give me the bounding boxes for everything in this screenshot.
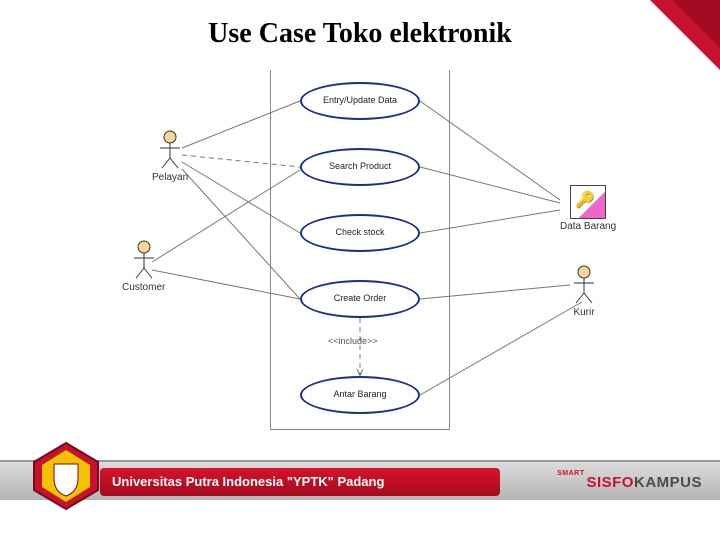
actor-pelayan: Pelayan xyxy=(152,130,188,183)
include-stereotype: <<include>> xyxy=(328,336,378,346)
usecase-label: Entry/Update Data xyxy=(323,96,397,106)
database-icon: 🔑 xyxy=(570,185,606,219)
stickman-icon xyxy=(156,130,184,170)
university-name: Universitas Putra Indonesia "YPTK" Padan… xyxy=(100,468,500,496)
actor-label: Pelayan xyxy=(152,172,188,183)
brand-right: SMART SISFOKAMPUS xyxy=(557,462,702,502)
data-barang-db: 🔑 Data Barang xyxy=(560,185,616,232)
actor-label: Customer xyxy=(122,282,165,293)
usecase-check-stock: Check stock xyxy=(300,214,420,252)
brand-smart: SMART xyxy=(557,470,584,478)
stickman-icon xyxy=(130,240,158,280)
usecase-label: Search Product xyxy=(329,162,391,172)
db-label: Data Barang xyxy=(560,221,616,232)
usecase-antar-barang: Antar Barang xyxy=(300,376,420,414)
actor-kurir: Kurir xyxy=(570,265,598,318)
corner-decoration-inner xyxy=(672,0,720,48)
actor-label: Kurir xyxy=(570,307,598,318)
usecase-label: Create Order xyxy=(334,294,387,304)
footer-banner: Universitas Putra Indonesia "YPTK" Padan… xyxy=(0,460,720,500)
usecase-entry-update: Entry/Update Data xyxy=(300,82,420,120)
usecase-label: Check stock xyxy=(335,228,384,238)
usecase-label: Antar Barang xyxy=(333,390,386,400)
actor-customer: Customer xyxy=(122,240,165,293)
university-logo xyxy=(30,440,102,512)
page-title: Use Case Toko elektronik xyxy=(0,0,720,50)
brand-kampus: KAMPUS xyxy=(634,474,702,491)
usecase-search-product: Search Product xyxy=(300,148,420,186)
stickman-icon xyxy=(570,265,598,305)
usecase-create-order: Create Order xyxy=(300,280,420,318)
usecase-diagram: Entry/Update Data Search Product Check s… xyxy=(60,70,660,440)
brand-sisfo: SISFO xyxy=(586,474,634,491)
key-icon: 🔑 xyxy=(575,190,595,210)
